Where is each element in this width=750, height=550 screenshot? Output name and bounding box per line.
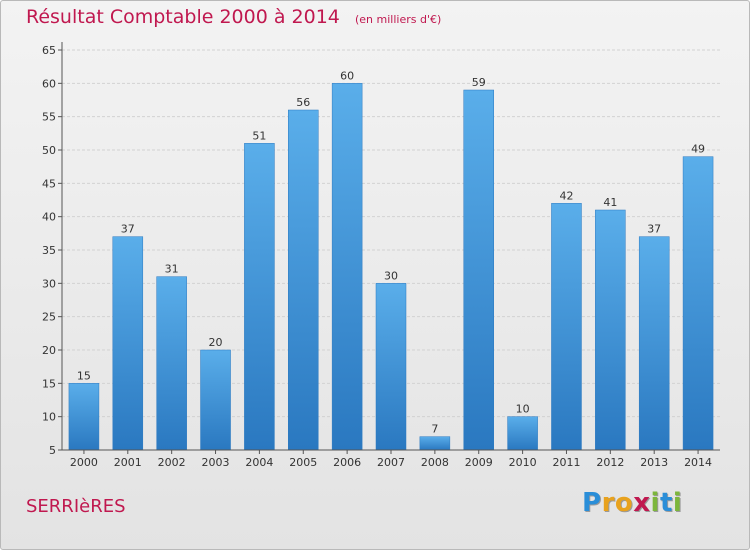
y-tick-label: 45 — [42, 177, 56, 190]
y-tick-label: 40 — [42, 211, 56, 224]
y-tick-label: 5 — [49, 444, 56, 457]
x-tick-label: 2000 — [70, 456, 98, 469]
data-label: 42 — [559, 189, 573, 202]
data-label: 7 — [431, 423, 438, 436]
bar — [463, 89, 494, 451]
chart-title-row: Résultat Comptable 2000 à 2014 (en milli… — [26, 6, 441, 28]
chart-title: Résultat Comptable 2000 à 2014 — [26, 6, 340, 28]
y-axis: 5 10 15 20 25 30 35 40 45 50 55 60 65 — [42, 42, 63, 457]
bar — [682, 156, 714, 451]
y-tick-label: 55 — [42, 111, 56, 124]
data-label: 31 — [165, 263, 179, 276]
data-label: 37 — [121, 223, 135, 236]
y-tick-label: 50 — [42, 144, 56, 157]
bar — [156, 276, 187, 451]
bar — [200, 349, 231, 451]
data-label: 59 — [472, 76, 486, 89]
data-label: 41 — [603, 196, 617, 209]
bar — [112, 236, 144, 451]
y-tick-label: 25 — [42, 311, 56, 324]
bar — [288, 109, 319, 451]
y-tick-label: 20 — [42, 344, 56, 357]
y-tick-label: 60 — [42, 77, 56, 90]
bar — [331, 83, 363, 451]
x-tick-label: 2009 — [465, 456, 493, 469]
data-label: 56 — [296, 96, 310, 109]
bar — [595, 209, 626, 451]
y-tick-label: 35 — [42, 244, 56, 257]
data-label: 30 — [384, 269, 398, 282]
x-axis: 2000 2001 2002 2003 2004 2005 2006 2007 2008 2009… — [62, 449, 720, 469]
bars: 15 37 31 20 51 56 60 30 7 59 10 42 41 37 49 — [68, 69, 714, 451]
chart-unit: (en milliers d'€) — [354, 13, 442, 26]
data-label: 15 — [77, 369, 91, 382]
bar — [551, 203, 582, 451]
data-label: 49 — [691, 143, 705, 156]
commune-name: SERRIèRES — [26, 496, 126, 517]
proxiti-logo: Proxiti — [582, 488, 683, 518]
x-tick-label: 2006 — [333, 456, 361, 469]
bar — [507, 416, 538, 451]
data-label: 51 — [252, 129, 266, 142]
x-tick-label: 2004 — [245, 456, 273, 469]
bar — [419, 436, 451, 451]
x-tick-label: 2013 — [640, 456, 668, 469]
x-tick-label: 2014 — [684, 456, 712, 469]
x-tick-label: 2010 — [509, 456, 537, 469]
y-tick-label: 30 — [42, 277, 56, 290]
x-tick-label: 2001 — [114, 456, 142, 469]
data-label: 37 — [647, 223, 661, 236]
y-tick-label: 15 — [42, 377, 56, 390]
x-tick-label: 2012 — [596, 456, 624, 469]
x-tick-label: 2003 — [202, 456, 230, 469]
y-tick-label: 10 — [42, 411, 56, 424]
x-tick-label: 2005 — [289, 456, 317, 469]
data-label: 20 — [209, 336, 223, 349]
bar — [375, 283, 407, 451]
x-tick-label: 2007 — [377, 456, 405, 469]
y-tick-label: 65 — [42, 44, 56, 57]
x-tick-label: 2011 — [552, 456, 580, 469]
bar — [638, 236, 670, 451]
bar — [68, 383, 100, 451]
data-label: 60 — [340, 69, 354, 82]
x-tick-label: 2002 — [158, 456, 186, 469]
bar — [244, 143, 275, 451]
x-tick-label: 2008 — [421, 456, 449, 469]
data-label: 10 — [516, 403, 530, 416]
